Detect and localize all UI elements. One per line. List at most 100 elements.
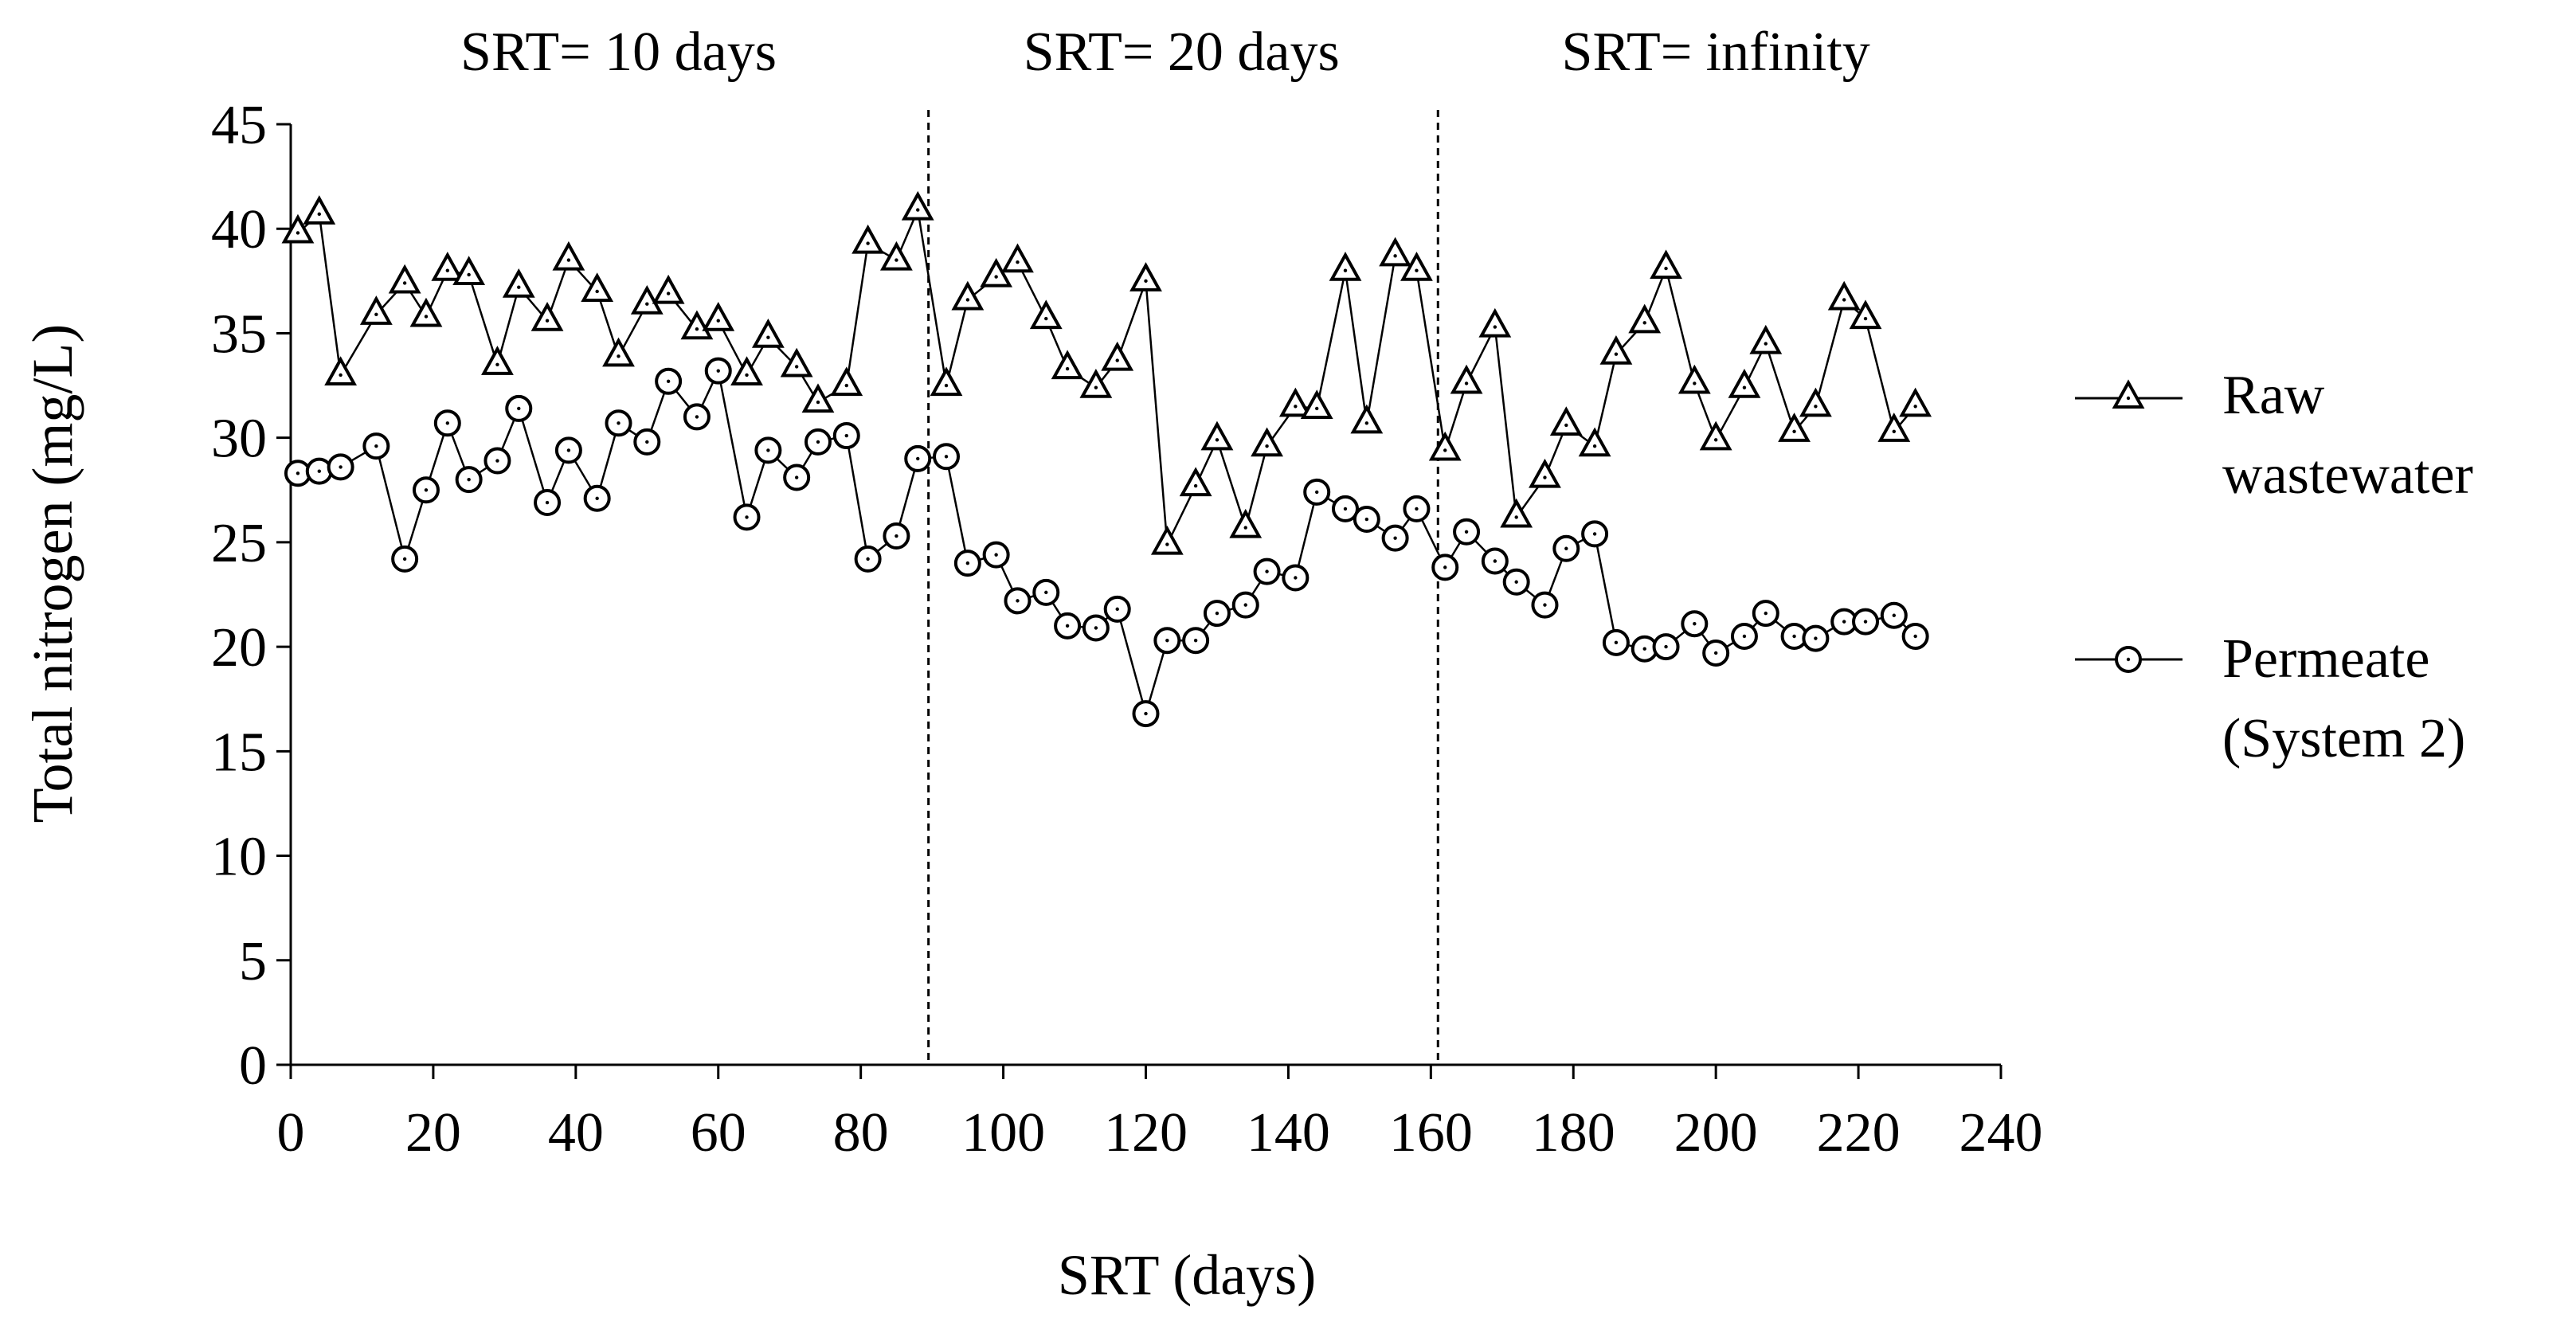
data-point [534, 489, 562, 517]
data-point [1602, 628, 1630, 656]
data-point [1778, 413, 1811, 442]
data-point [1329, 252, 1362, 281]
data-point [605, 409, 632, 437]
data-point [702, 302, 735, 331]
data-point [481, 346, 514, 375]
x-tick-label: 180 [1532, 1102, 1615, 1164]
data-point [1253, 557, 1281, 585]
data-point [1799, 387, 1832, 417]
data-point [1827, 280, 1861, 311]
data-point [412, 476, 440, 504]
y-tick-label: 0 [239, 1035, 267, 1097]
x-tick-label: 160 [1389, 1102, 1473, 1164]
data-point [1899, 387, 1932, 417]
data-point [1303, 478, 1331, 506]
y-tick-label: 45 [211, 95, 267, 156]
data-point [879, 241, 913, 271]
y-tick-label: 10 [211, 827, 267, 888]
data-point [1652, 633, 1680, 661]
data-point [1699, 421, 1732, 451]
data-point [1054, 612, 1082, 640]
data-point [483, 447, 511, 475]
data-point [505, 394, 533, 422]
data-point [754, 436, 782, 464]
data-point [1182, 627, 1210, 655]
data-point [933, 443, 961, 471]
data-point [1453, 518, 1481, 546]
data-point [1032, 578, 1060, 606]
x-tick-label: 20 [405, 1102, 461, 1164]
data-point [1529, 458, 1561, 488]
data-point [1578, 427, 1611, 457]
data-point [552, 241, 585, 271]
data-point [1581, 520, 1609, 548]
data-point [633, 428, 661, 456]
x-tick-label: 100 [961, 1102, 1045, 1164]
y-tick-label: 35 [211, 303, 267, 365]
data-point [980, 257, 1013, 288]
y-tick-label: 15 [211, 722, 267, 783]
data-point [704, 357, 732, 385]
data-point [1852, 608, 1880, 636]
phase-labels: SRT= 10 days SRT= 20 days SRT= infinity [460, 22, 1870, 83]
phase-label: SRT= 20 days [1024, 22, 1340, 83]
data-point [1877, 413, 1911, 442]
data-point [1379, 237, 1412, 267]
legend-item: Raw wastewater [2075, 365, 2473, 506]
data-point [281, 213, 315, 244]
data-point [630, 285, 664, 315]
data-point [391, 545, 419, 573]
data-point [583, 484, 611, 512]
series-circle [284, 357, 1929, 728]
data-point [1101, 341, 1134, 371]
data-point [883, 522, 910, 550]
data-point [904, 444, 932, 472]
series-triangle [281, 190, 1932, 555]
legend-label: Permeate [2222, 628, 2429, 690]
data-point [801, 383, 835, 413]
data-point [1051, 350, 1084, 380]
legend-marker [2112, 379, 2145, 409]
data-point [581, 272, 614, 303]
legend: Raw wastewater Permeate (System 2) [2075, 365, 2473, 769]
x-tick-label: 140 [1247, 1102, 1330, 1164]
data-point [1431, 554, 1459, 581]
data-point [1200, 421, 1234, 451]
data-point [602, 337, 635, 367]
data-point [1381, 524, 1409, 552]
data-point [1132, 700, 1160, 728]
series-layer [281, 190, 1932, 728]
phase-label: SRT= infinity [1562, 22, 1870, 83]
x-tick-label: 200 [1674, 1102, 1758, 1164]
data-point [854, 545, 882, 573]
data-point [1428, 431, 1462, 461]
y-tick-label: 20 [211, 617, 267, 679]
legend-label: Raw [2222, 365, 2325, 426]
data-point [783, 464, 811, 491]
x-tick-label: 40 [548, 1102, 604, 1164]
data-point [1400, 252, 1433, 281]
data-point [359, 295, 393, 325]
data-point [683, 403, 711, 431]
data-point [1531, 591, 1559, 619]
x-tick-label: 80 [833, 1102, 889, 1164]
data-point [730, 356, 763, 385]
data-point [1001, 243, 1034, 273]
x-tick-label: 240 [1959, 1102, 2043, 1164]
data-point [388, 264, 421, 294]
y-tick-label: 30 [211, 409, 267, 470]
data-point [1549, 406, 1583, 436]
data-point [780, 347, 813, 377]
data-point [1702, 639, 1730, 667]
data-point [1502, 568, 1530, 596]
data-point [1752, 600, 1779, 628]
data-point [530, 302, 564, 331]
data-point [1150, 525, 1184, 555]
data-point [1282, 564, 1310, 592]
data-point [1599, 335, 1633, 365]
data-point [1478, 307, 1512, 338]
data-point [951, 280, 985, 311]
data-point [1353, 506, 1380, 534]
data-point [1730, 622, 1758, 650]
data-point [1728, 369, 1761, 398]
